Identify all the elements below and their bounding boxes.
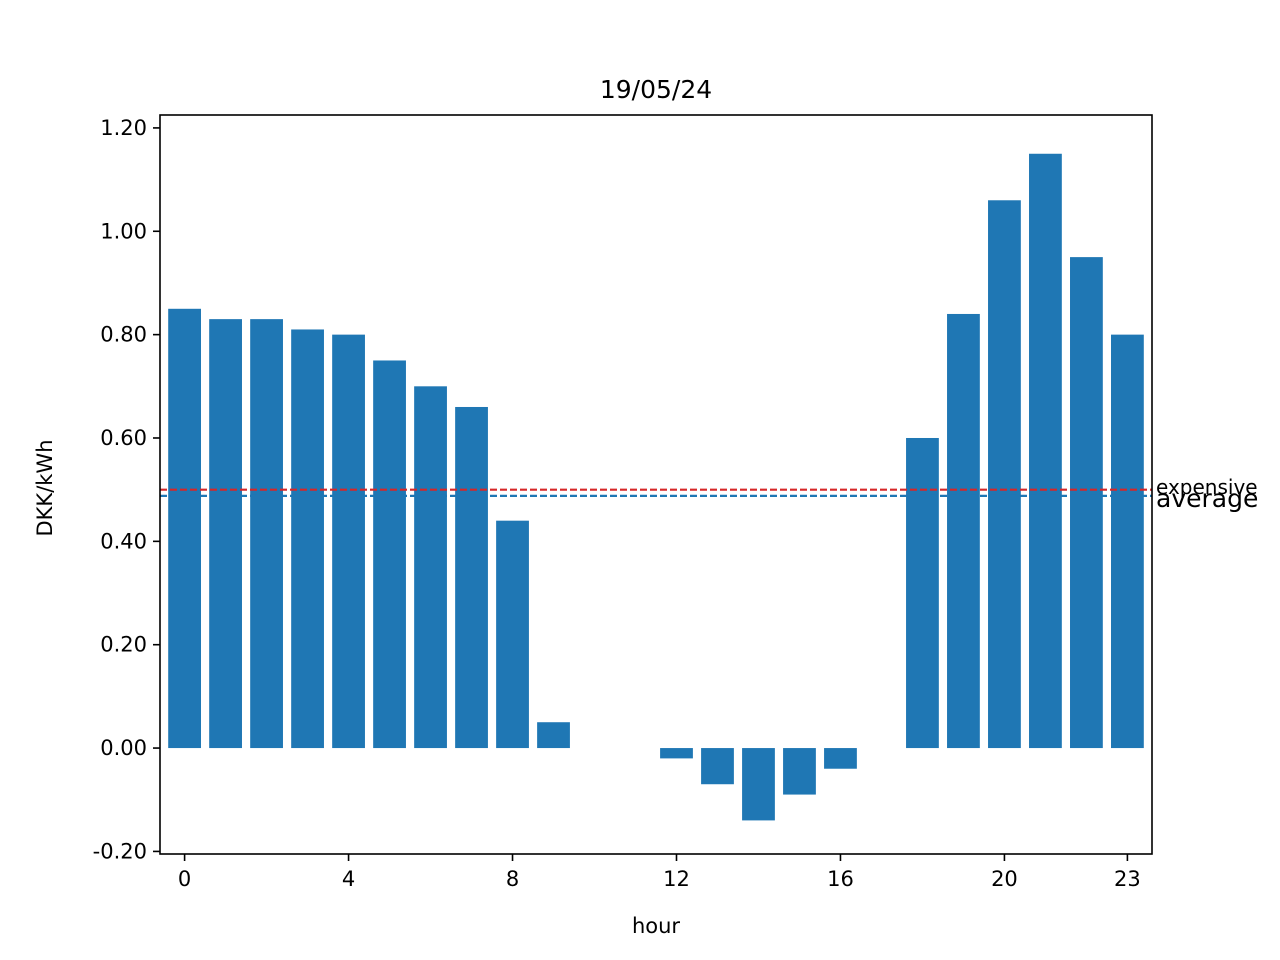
y-tick-label: 0.60: [100, 426, 147, 450]
y-axis-ticks: -0.20 0.00 0.20 0.40 0.60 0.80 1.00 1.20: [93, 116, 160, 863]
average-label: average: [1156, 484, 1258, 513]
bar-hour-23: [1111, 334, 1144, 749]
bar-hour-15: [783, 748, 816, 795]
x-tick-label: 20: [991, 867, 1018, 891]
x-tick-label: 4: [342, 867, 355, 891]
y-axis-label: DKK/kWh: [33, 439, 57, 536]
bar-hour-8: [496, 520, 529, 749]
chart-title: 19/05/24: [600, 75, 712, 104]
x-axis-label: hour: [632, 914, 680, 938]
bar-hour-21: [1029, 153, 1062, 749]
bar-hour-5: [373, 360, 406, 749]
bars: [168, 153, 1144, 821]
x-tick-label: 8: [506, 867, 519, 891]
x-tick-label: 16: [827, 867, 854, 891]
bar-hour-4: [332, 334, 365, 749]
bar-hour-12: [660, 748, 693, 759]
bar-hour-13: [701, 748, 734, 785]
expensive-label: expensive: [1156, 475, 1258, 499]
bar-hour-9: [537, 722, 570, 749]
y-tick-label: 0.00: [100, 736, 147, 760]
bar-hour-1: [209, 319, 242, 749]
x-axis-ticks: 0 4 8 12 16 20 23: [178, 854, 1141, 891]
x-tick-label: 0: [178, 867, 191, 891]
y-tick-label: 0.80: [100, 323, 147, 347]
y-tick-label: 1.20: [100, 116, 147, 140]
bar-hour-6: [414, 386, 447, 749]
bar-hour-7: [455, 406, 488, 749]
x-tick-label: 12: [663, 867, 690, 891]
bar-hour-18: [906, 437, 939, 749]
bar-hour-16: [824, 748, 857, 769]
bar-hour-0: [168, 308, 201, 749]
plot-frame: [159, 114, 1153, 855]
bar-hour-22: [1070, 257, 1103, 749]
bar-hour-19: [947, 313, 980, 749]
x-tick-label: 23: [1114, 867, 1141, 891]
y-tick-label: -0.20: [93, 839, 147, 863]
bar-hour-20: [988, 200, 1021, 749]
y-tick-label: 0.40: [100, 529, 147, 553]
bar-hour-14: [742, 748, 775, 821]
y-tick-label: 1.00: [100, 219, 147, 243]
y-tick-label: 0.20: [100, 633, 147, 657]
bar-hour-2: [250, 319, 283, 749]
bar-hour-3: [291, 329, 324, 749]
